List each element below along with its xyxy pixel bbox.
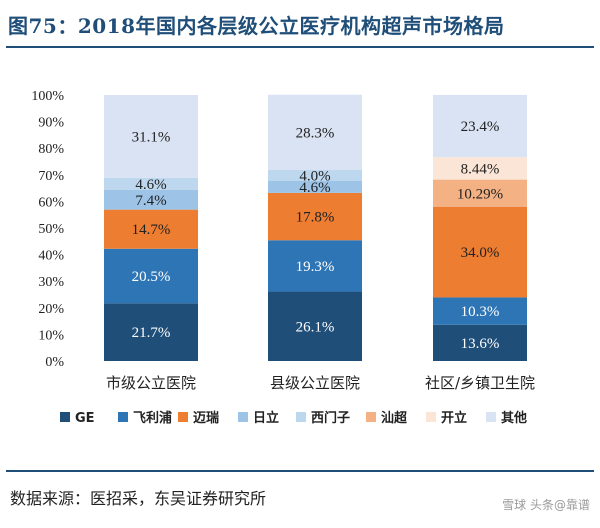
top-rule (6, 46, 594, 48)
bar-segment (104, 248, 198, 304)
legend-swatch (60, 412, 70, 422)
y-tick-label: 100% (31, 89, 64, 104)
bar-data-label: 4.0% (299, 168, 330, 184)
y-tick-label: 40% (38, 249, 64, 264)
bar-data-label: 31.1% (132, 129, 171, 145)
bar-segment (433, 324, 527, 361)
y-tick-label: 50% (38, 222, 64, 237)
bar-data-label: 23.4% (461, 119, 500, 135)
bar-data-label: 4.6% (299, 180, 330, 196)
bar-data-label: 7.4% (135, 193, 166, 209)
bar-segment (268, 94, 362, 171)
bars: 21.7%20.5%14.7%7.4%4.6%31.1%26.1%19.3%17… (104, 94, 527, 361)
bottom-rule (6, 470, 594, 472)
legend-swatch (366, 412, 376, 422)
bar-segment (268, 192, 362, 241)
bar-data-label: 20.5% (132, 269, 171, 285)
legend-swatch (296, 412, 306, 422)
bar-segment (433, 94, 527, 158)
bar-segment (433, 179, 527, 207)
bar-data-label: 10.3% (461, 304, 500, 320)
bar-data-label: 28.3% (296, 125, 335, 141)
y-tick-label: 20% (38, 302, 64, 317)
bar-segment (104, 95, 198, 178)
bar-segment (268, 180, 362, 193)
y-tick-label: 0% (45, 355, 64, 370)
legend-swatch (426, 412, 436, 422)
legend-label: 日立 (253, 410, 279, 426)
bar-segment (268, 291, 362, 361)
bar-data-label: 14.7% (132, 222, 171, 238)
legend-swatch (486, 412, 496, 422)
y-tick-label: 90% (38, 116, 64, 131)
legend-swatch (178, 412, 188, 422)
bar-segment (104, 303, 198, 361)
bar-segment (268, 170, 362, 181)
legend-label: 迈瑞 (193, 410, 219, 426)
bar-segment (104, 189, 198, 210)
category-label: 社区/乡镇卫生院 (425, 374, 535, 392)
figure-title: 图75：2018年国内各层级公立医疗机构超声市场格局 (8, 14, 505, 38)
source-note: 数据来源：医招采，东吴证券研究所 (10, 489, 267, 508)
y-tick-label: 80% (38, 142, 64, 157)
bar-segment (433, 297, 527, 325)
bar-segment (104, 209, 198, 249)
category-label: 县级公立医院 (270, 374, 360, 392)
bar-segment (433, 157, 527, 180)
y-tick-label: 60% (38, 195, 64, 210)
legend-label: 其他 (501, 410, 527, 426)
category-label: 市级公立医院 (106, 374, 196, 392)
bar-segment (268, 240, 362, 292)
bar-segment (104, 177, 198, 190)
stacked-bar-chart: 0% 10% 20% 30% 40% 50% 60% 70% 80% 90% 100% 21.7% 2… (31, 89, 535, 426)
legend-label: 西门子 (311, 410, 350, 426)
bar-data-label: 34.0% (461, 245, 500, 261)
bar-data-label: 8.44% (461, 161, 500, 177)
legend-swatch (238, 412, 248, 422)
y-tick-label: 10% (38, 328, 64, 343)
bar-data-label: 26.1% (296, 319, 335, 335)
legend-label: GE (75, 411, 95, 426)
y-tick-label: 70% (38, 169, 64, 184)
legend-label: 飞利浦 (133, 410, 172, 426)
legend-swatch (118, 412, 128, 422)
bar-segment (433, 206, 527, 298)
watermark: 雪球 头条@靠谱 (502, 498, 590, 512)
legend-label: 开立 (441, 410, 467, 426)
bar-data-label: 10.29% (457, 186, 503, 202)
y-axis: 0% 10% 20% 30% 40% 50% 60% 70% 80% 90% 100% (31, 89, 64, 370)
legend: GE 飞利浦 迈瑞 日立 西门子 汕超 开立 其他 (60, 410, 527, 426)
bar-data-label: 13.6% (461, 336, 500, 352)
bar-data-label: 4.6% (135, 177, 166, 193)
bar-data-label: 19.3% (296, 259, 335, 275)
legend-label: 汕超 (381, 410, 408, 426)
bar-data-label: 17.8% (296, 210, 335, 226)
y-tick-label: 30% (38, 275, 64, 290)
category-labels: 市级公立医院 县级公立医院 社区/乡镇卫生院 (106, 374, 535, 392)
bar-data-label: 21.7% (132, 325, 171, 341)
